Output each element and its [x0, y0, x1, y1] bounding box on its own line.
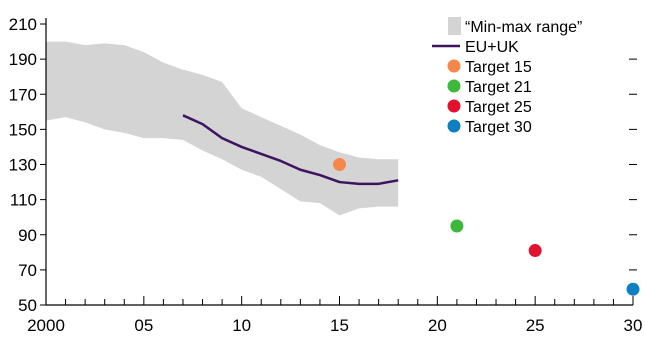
- legend-label-min-max-range: “Min-max range”: [465, 19, 582, 36]
- axes-layer: 2000 05 10 15 20 25 30 50 70 90 110 130 150 170 190 210: [9, 15, 643, 335]
- legend-dot-target-15: [447, 59, 461, 73]
- y-tick-label-190: 190: [9, 50, 37, 69]
- target-point-target-15: [333, 158, 346, 171]
- y-tick-label-70: 70: [18, 261, 37, 280]
- target-point-target-25: [528, 244, 542, 258]
- y-tick-label-90: 90: [18, 226, 37, 245]
- legend-swatch-min-max-range: [448, 17, 461, 35]
- legend-dot-target-21: [447, 79, 461, 93]
- legend-label-target-25: Target 25: [465, 99, 532, 116]
- legend-dot-target-30: [447, 119, 461, 133]
- legend-dot-target-25: [447, 99, 461, 113]
- legend: “Min-max range” EU+UK Target 15 Target 2…: [432, 17, 582, 136]
- y-tick-label-150: 150: [9, 120, 37, 139]
- min-max-range-area: [46, 41, 399, 216]
- legend-label-target-15: Target 15: [465, 59, 532, 76]
- y-tick-label-130: 130: [9, 156, 37, 175]
- x-tick-label-30: 30: [624, 316, 643, 335]
- series-line-eu-uk: [182, 114, 399, 186]
- y-tick-label-170: 170: [9, 85, 37, 104]
- legend-label-target-30: Target 30: [465, 119, 532, 136]
- y-tick-label-110: 110: [10, 191, 37, 210]
- x-tick-label-15: 15: [330, 316, 349, 335]
- series-layer: [182, 114, 640, 296]
- y-tick-label-50: 50: [18, 296, 37, 315]
- x-tick-label-10: 10: [232, 316, 251, 335]
- target-point-target-30: [626, 282, 640, 296]
- x-tick-label-2000: 2000: [27, 316, 65, 335]
- y-tick-label-210: 210: [9, 15, 37, 34]
- legend-label-eu-uk: EU+UK: [465, 39, 519, 56]
- x-tick-label-05: 05: [134, 316, 153, 335]
- legend-label-target-21: Target 21: [465, 79, 532, 96]
- x-tick-label-25: 25: [526, 316, 545, 335]
- min-max-range-layer: [46, 41, 399, 216]
- target-point-target-21: [450, 219, 464, 233]
- x-tick-label-20: 20: [428, 316, 447, 335]
